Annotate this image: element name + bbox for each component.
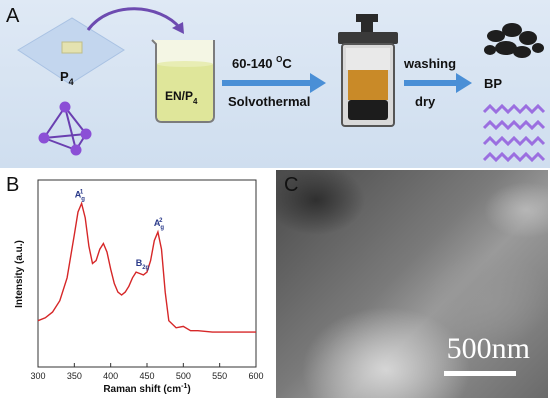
x-tick-label: 450 [139, 371, 154, 381]
bp-label: BP [484, 76, 502, 91]
panel-a-schematic: P4 EN/P4 60-140 OC Solvothermal washing … [0, 0, 550, 168]
bp-powder-icon [484, 23, 544, 58]
scale-bar [444, 371, 516, 376]
panel-c-sem-image: 500nm [276, 170, 548, 398]
dry-label: dry [415, 94, 436, 109]
solvothermal-label: Solvothermal [228, 94, 310, 109]
panel-c-label: C [284, 174, 299, 196]
peak-label: Ag2 [154, 218, 165, 231]
curved-arrow-icon [86, 7, 182, 31]
beaker-icon [151, 39, 215, 123]
peak-label: B2g [136, 258, 150, 271]
temperature-label: 60-140 OC [232, 55, 292, 71]
autoclave-icon [338, 14, 398, 127]
p4-label: P4 [60, 69, 74, 87]
x-tick-label: 600 [248, 371, 263, 381]
raman-spectrum-line [37, 201, 256, 333]
x-tick-label: 300 [30, 371, 45, 381]
raman-chart-svg: 300 350 400 450 500 550 600 Intensity (a.u.) R… [14, 179, 264, 395]
y-axis-label: Intensity (a.u.) [14, 240, 25, 308]
curved-arrowhead-icon [172, 22, 184, 34]
bp-layer-structure-icon [482, 103, 546, 163]
panel-a-label: A [6, 5, 20, 27]
peak-label-group: Ag1 B2g Ag2 [75, 189, 165, 271]
panel-a-svg: P4 EN/P4 60-140 OC Solvothermal washing … [17, 7, 546, 163]
p4-crystal-shape [61, 41, 83, 54]
process-arrow-2-icon [404, 73, 472, 93]
beaker-label: EN/P4 [165, 89, 198, 106]
sem-micrograph [276, 170, 548, 398]
panel-b-label: B [6, 174, 20, 196]
x-tick-label: 350 [67, 371, 82, 381]
x-tick-label: 400 [103, 371, 118, 381]
x-axis-label: Raman shift (cm-1) [103, 383, 190, 395]
washing-label: washing [403, 56, 456, 71]
plot-frame [37, 179, 257, 368]
p4-molecule-icon [38, 101, 92, 156]
scale-bar-label: 500nm [446, 332, 530, 365]
peak-label: Ag1 [75, 189, 86, 202]
panel-b-raman-chart: 300 350 400 450 500 550 600 Intensity (a.u.) R… [0, 170, 272, 400]
x-tick-group: 300 350 400 450 500 550 600 [30, 363, 264, 381]
x-tick-label: 550 [212, 371, 227, 381]
process-arrow-1-icon [222, 73, 326, 93]
x-tick-label: 500 [176, 371, 191, 381]
